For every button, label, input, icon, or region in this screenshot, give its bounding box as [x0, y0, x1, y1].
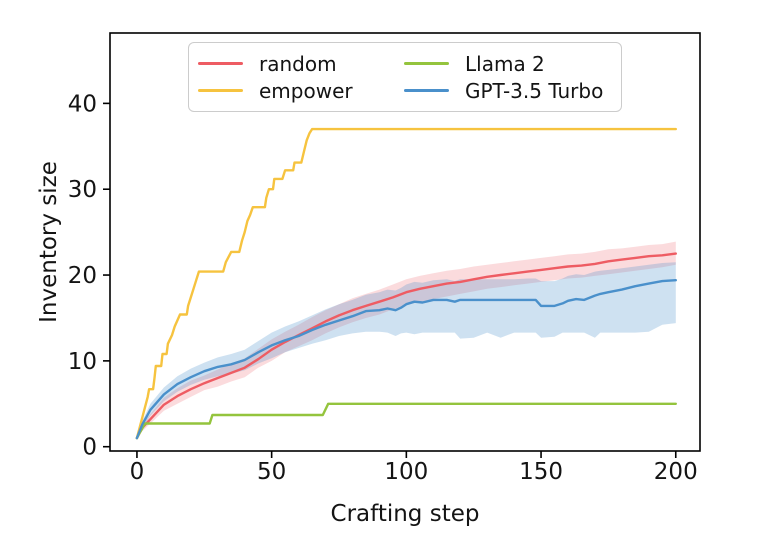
- line-gpt-3-5-turbo: [135, 279, 677, 440]
- line-empower: [135, 127, 677, 440]
- legend-label-gpt-3-5-turbo: GPT-3.5 Turbo: [465, 78, 604, 103]
- y-tick-label: 10: [68, 349, 97, 375]
- legend-item-random: random: [198, 54, 404, 74]
- legend-label-random: random: [259, 51, 337, 76]
- legend-label-llama-2: Llama 2: [465, 51, 545, 76]
- y-tick-label: 20: [68, 263, 97, 289]
- x-tick-label: 0: [130, 459, 145, 485]
- legend-line-sample-llama-2: [404, 61, 449, 66]
- x-tick-label: 50: [257, 459, 286, 485]
- axes-spines: [109, 32, 701, 452]
- legend-line-sample-gpt-3-5-turbo: [404, 88, 449, 93]
- x-tick-label: 150: [519, 459, 563, 485]
- legend-item-llama-2: Llama 2: [404, 54, 621, 74]
- y-tick-label: 30: [68, 177, 97, 203]
- y-tick-label: 40: [68, 91, 97, 117]
- x-tick-label: 200: [654, 459, 698, 485]
- line-llama-2: [135, 402, 677, 440]
- legend-label-empower: empower: [259, 78, 353, 103]
- y-axis-label: Inventory size: [36, 161, 62, 323]
- y-tick-label: 0: [82, 435, 97, 461]
- legend: random Llama 2 empower GPT-3.5 Turbo: [188, 42, 622, 112]
- x-axis-label: Crafting step: [330, 501, 480, 527]
- band-gpt-3-5-turbo: [136, 262, 676, 439]
- line-random: [135, 252, 677, 440]
- legend-item-gpt-3-5-turbo: GPT-3.5 Turbo: [404, 81, 621, 101]
- band-random: [136, 241, 676, 439]
- legend-item-empower: empower: [198, 81, 404, 101]
- legend-line-sample-random: [198, 61, 243, 66]
- legend-line-sample-empower: [198, 88, 243, 93]
- x-tick-label: 100: [384, 459, 428, 485]
